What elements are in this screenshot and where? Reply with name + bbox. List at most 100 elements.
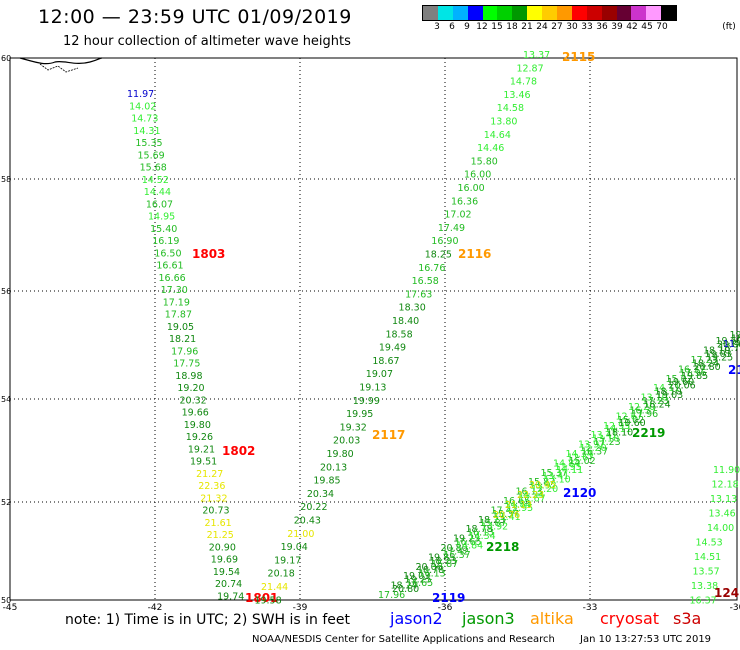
wave-height-value: 16.90: [431, 236, 458, 247]
wave-height-value: 16.37: [581, 446, 608, 457]
wave-height-value: 17.42: [442, 546, 469, 557]
wave-height-value: 16.13: [516, 487, 543, 498]
wave-height-value: 15.02: [617, 415, 644, 426]
wave-height-value: 20.03: [333, 436, 360, 447]
legend-tick-label: 27: [551, 22, 563, 32]
wave-height-value: 18.24: [391, 581, 418, 592]
longitude-label: -36: [438, 603, 453, 613]
wave-height-value: 16.37: [690, 596, 717, 607]
wave-height-value: 15.37: [541, 468, 568, 479]
pass-label: 1802: [222, 444, 255, 458]
wave-height-value: 16.76: [418, 263, 445, 274]
wave-height-value: 18.40: [392, 316, 419, 327]
page-title: 12:00 — 23:59 UTC 01/09/2019: [38, 6, 352, 28]
wave-height-value: 17.63: [405, 289, 432, 300]
legend-swatch: [482, 6, 498, 20]
wave-height-value: 15.40: [150, 224, 177, 235]
wave-height-value: 14.51: [694, 552, 721, 563]
wave-height-value: 17.23: [691, 355, 718, 366]
legend-tick-label: 3: [434, 22, 440, 32]
wave-height-value: 14.46: [477, 143, 504, 154]
wave-height-value: 14.58: [497, 103, 524, 114]
pass-label: 2116: [458, 247, 491, 261]
legend-swatch: [512, 6, 528, 20]
longitude-label: -30: [730, 603, 740, 613]
satellite-s3a: s3a: [673, 609, 702, 628]
wave-height-value: 16.13: [419, 569, 446, 580]
longitude-label: -42: [148, 603, 163, 613]
wave-height-value: 16.07: [146, 199, 173, 210]
wave-height-value: 19.25: [706, 352, 733, 363]
legend-tick-labels: 3 6 9 12 15 18 21 24 27 30 33 36 39 42 45 70 (ft): [422, 22, 740, 34]
wave-height-value: 21.25: [207, 530, 234, 541]
wave-height-value: 19.32: [340, 422, 367, 433]
wave-height-value: 19.20: [177, 383, 204, 394]
wave-height-value: 12.20: [628, 402, 655, 413]
wave-height-value: 13.57: [693, 567, 720, 578]
wave-height-value: 16.65: [503, 496, 530, 507]
pass-label: 2115: [562, 50, 595, 64]
legend-swatch: [527, 6, 543, 20]
wave-height-value: 17.87: [165, 310, 192, 321]
wave-height-value: 19.85: [681, 371, 708, 382]
latitude-label: 58: [1, 175, 11, 184]
wave-height-value: 21.00: [287, 529, 314, 540]
wave-height-value: 19.25: [405, 575, 432, 586]
pass-label: 2218: [486, 540, 519, 554]
wave-height-value: 20.45: [529, 480, 556, 491]
wave-height-value: 20.34: [307, 489, 334, 500]
wave-height-value: 22.23: [517, 490, 544, 501]
legend-swatch: [542, 6, 558, 20]
wave-height-value: 19.95: [346, 409, 373, 420]
wave-height-value: 15.87: [431, 559, 458, 570]
wave-height-value: 18.24: [692, 358, 719, 369]
wave-height-value: 12.95: [506, 503, 533, 514]
wave-height-value: 15.80: [471, 156, 498, 167]
wave-height-value: 20.18: [268, 569, 295, 580]
wave-height-value: 17.96: [631, 409, 658, 420]
wave-height-value: 20.80: [694, 362, 721, 373]
wave-height-value: 13.92: [530, 481, 557, 492]
satellite-jason3: jason3: [462, 609, 515, 628]
wave-height-value: 20.06: [717, 340, 740, 351]
pass-label: 21: [728, 363, 740, 377]
legend-swatch: [586, 6, 602, 20]
wave-height-value: 19.74: [217, 591, 244, 602]
wave-height-value: 18.23: [731, 334, 740, 345]
wave-height-value: 13.37: [523, 50, 550, 61]
legend-tick-label: 6: [449, 22, 455, 32]
wave-height-value: 20.73: [202, 506, 229, 517]
wave-height-value: 17.75: [173, 359, 200, 370]
wave-height-value: 19.80: [184, 420, 211, 431]
wave-height-value: 16.66: [159, 273, 186, 284]
pass-label: 124: [714, 586, 739, 600]
wave-height-value: 15.37: [444, 550, 471, 561]
wave-height-value: 12.20: [531, 484, 558, 495]
wave-height-value: 19.25: [453, 534, 480, 545]
wave-height-value: 18.21: [169, 334, 196, 345]
legend-swatch: [661, 6, 677, 20]
wave-height-value: 14.00: [707, 523, 734, 534]
wave-height-value: 16.61: [156, 261, 183, 272]
wave-height-value: 14.73: [131, 114, 158, 125]
wave-height-value: 21.32: [200, 493, 227, 504]
wave-height-value: 17.96: [378, 590, 405, 601]
latitude-label: 52: [1, 498, 11, 507]
wave-height-value: 14.53: [696, 538, 723, 549]
footer-note: note: 1) Time is in UTC; 2) SWH is in fe…: [65, 612, 351, 628]
wave-height-value: 19.03: [656, 390, 683, 401]
wave-height-value: 16.65: [455, 537, 482, 548]
wave-height-value: 18.25: [425, 250, 452, 261]
wave-height-value: 21.27: [196, 469, 223, 480]
wave-height-value: 20.32: [180, 395, 207, 406]
credit-text: NOAA/NESDIS Center for Satellite Applica…: [252, 634, 555, 645]
wave-height-value: 17.96: [680, 368, 707, 379]
wave-height-value: 14.64: [484, 130, 511, 141]
generated-timestamp: Jan 10 13:27:53 UTC 2019: [580, 634, 712, 645]
wave-height-value: 15.37: [492, 509, 519, 520]
wave-height-value: 19.13: [359, 383, 386, 394]
wave-height-color-legend: [422, 5, 678, 21]
legend-tick-label: 33: [581, 22, 593, 32]
pass-label: 2119: [432, 591, 465, 605]
legend-tick-label: 24: [536, 22, 548, 32]
